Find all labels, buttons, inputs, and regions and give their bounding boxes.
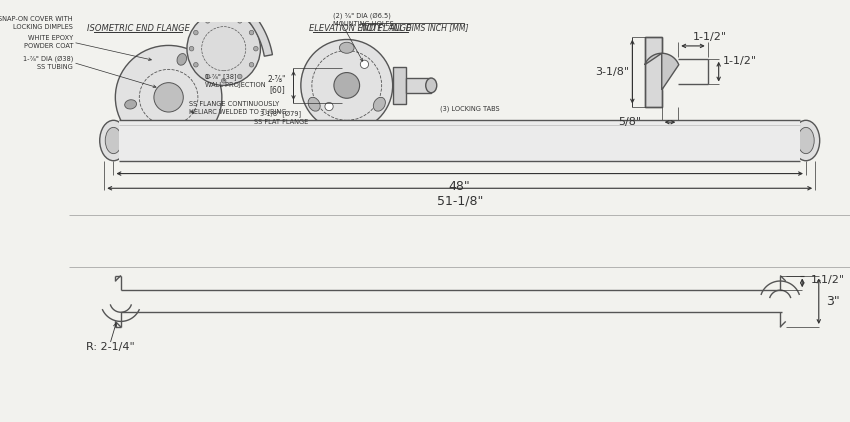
Text: 1-1/2": 1-1/2"	[811, 275, 845, 285]
Ellipse shape	[339, 42, 354, 53]
Circle shape	[190, 46, 194, 51]
Circle shape	[334, 73, 360, 98]
Ellipse shape	[177, 54, 186, 65]
Bar	[645, 37, 662, 106]
Text: 48": 48"	[449, 180, 471, 193]
Text: SNAP-ON COVER WITH
LOCKING DIMPLES: SNAP-ON COVER WITH LOCKING DIMPLES	[0, 16, 73, 30]
Ellipse shape	[426, 78, 437, 93]
Text: 1-⅞" [38]
WALL PROJECTION: 1-⅞" [38] WALL PROJECTION	[206, 73, 266, 88]
Circle shape	[221, 78, 226, 83]
Text: ISOMETRIC END FLANGE: ISOMETRIC END FLANGE	[87, 24, 190, 33]
Text: ELEVATION END FLANGE: ELEVATION END FLANGE	[309, 24, 411, 33]
Circle shape	[221, 14, 226, 19]
Circle shape	[325, 103, 333, 111]
Text: 3-1/8" [Ø79]
SS FLAT FLANGE: 3-1/8" [Ø79] SS FLAT FLANGE	[253, 110, 308, 125]
Circle shape	[237, 74, 242, 79]
Text: 5/8": 5/8"	[619, 117, 642, 127]
Circle shape	[301, 40, 393, 131]
Ellipse shape	[125, 100, 137, 109]
Text: NOTE:  ALL DIMS INCH [MM]: NOTE: ALL DIMS INCH [MM]	[361, 23, 469, 32]
Text: 3-1/8": 3-1/8"	[595, 67, 629, 77]
Circle shape	[194, 30, 198, 35]
Text: (3) LOCKING TABS: (3) LOCKING TABS	[440, 105, 500, 112]
Ellipse shape	[105, 127, 122, 154]
Circle shape	[194, 62, 198, 67]
Polygon shape	[194, 0, 272, 56]
Text: [60]: [60]	[269, 86, 285, 95]
Text: R: 2-1/4": R: 2-1/4"	[86, 342, 134, 352]
Circle shape	[249, 30, 254, 35]
Bar	[405, 78, 431, 93]
Circle shape	[360, 60, 369, 68]
Text: (2) ⅝" DIA (Ø6.5)
MOUNTING HOLES: (2) ⅝" DIA (Ø6.5) MOUNTING HOLES	[333, 12, 394, 27]
Text: SS FLANGE CONTINUOUSLY
HELIARC WELDED TO TUBING: SS FLANGE CONTINUOUSLY HELIARC WELDED TO…	[189, 101, 286, 115]
Circle shape	[253, 46, 258, 51]
Circle shape	[206, 74, 210, 79]
Bar	[393, 67, 405, 104]
Circle shape	[249, 62, 254, 67]
Bar	[119, 120, 801, 161]
Text: 1-1/2": 1-1/2"	[693, 32, 727, 42]
Text: 2-⅞": 2-⅞"	[268, 76, 286, 84]
Circle shape	[154, 83, 184, 112]
Text: 1-⅞" DIA (Ø38)
SS TUBING: 1-⅞" DIA (Ø38) SS TUBING	[23, 55, 73, 70]
Circle shape	[237, 19, 242, 23]
Ellipse shape	[309, 97, 320, 111]
Ellipse shape	[373, 97, 385, 111]
Ellipse shape	[792, 120, 819, 161]
Circle shape	[206, 19, 210, 23]
Ellipse shape	[99, 120, 128, 161]
Text: 3": 3"	[826, 295, 840, 308]
Text: 51-1/8": 51-1/8"	[437, 195, 483, 208]
Circle shape	[187, 12, 260, 85]
Text: 1-1/2": 1-1/2"	[723, 56, 757, 65]
Text: WHITE EPOXY
POWDER COAT: WHITE EPOXY POWDER COAT	[24, 35, 73, 49]
Polygon shape	[644, 53, 679, 90]
Ellipse shape	[797, 127, 814, 154]
Ellipse shape	[188, 123, 199, 134]
Ellipse shape	[116, 46, 222, 149]
